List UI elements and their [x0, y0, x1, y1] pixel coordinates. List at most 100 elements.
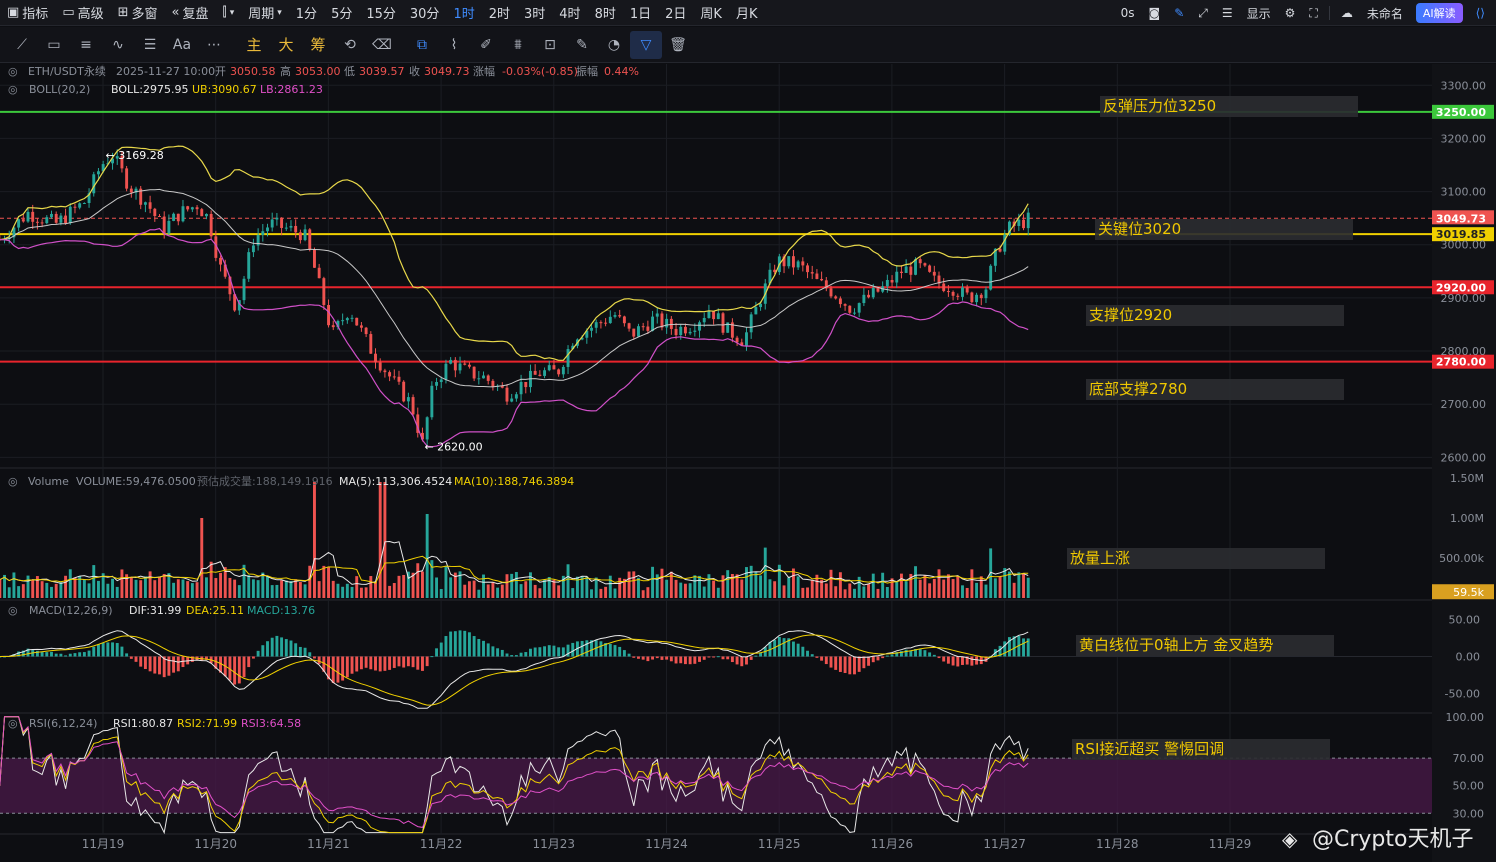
main-button[interactable]: 主: [246, 36, 262, 54]
candle-icon: ⫿: [222, 5, 227, 20]
interval-30m[interactable]: 30分: [409, 7, 440, 22]
settings-icon[interactable]: ⚙: [1284, 6, 1296, 20]
candle-body: [294, 225, 298, 233]
big-button[interactable]: 大: [278, 36, 294, 54]
volume-bar: [247, 575, 251, 598]
interval-1d[interactable]: 1日: [629, 7, 652, 22]
macd-histogram-bar: [679, 656, 683, 664]
visibility-icon[interactable]: ◎: [8, 83, 18, 96]
ai-analysis-button[interactable]: AI解读: [1415, 3, 1463, 23]
trash-icon[interactable]: 🗑: [669, 36, 687, 53]
layout-name-dropdown[interactable]: 未命名: [1366, 6, 1403, 21]
chart-canvas[interactable]: 3250.00 3019.85 2920.00 2780.00 3049.73 59.5…: [0, 63, 1496, 862]
chart-type-button[interactable]: ⫿ ▾: [216, 0, 242, 26]
volume-bar: [54, 583, 58, 598]
rectangle-icon[interactable]: ▭: [47, 36, 61, 53]
volume-bar: [575, 576, 579, 598]
candle-body: [153, 208, 157, 216]
text-tool[interactable]: Aa: [172, 36, 192, 53]
indicators-button[interactable]: ▣ 指标: [0, 0, 55, 26]
candle-body: [740, 342, 744, 346]
candle-body: [956, 295, 960, 297]
x-tick-label: 11月19: [82, 837, 125, 851]
candle-body: [561, 366, 565, 375]
candle-body: [505, 387, 509, 402]
macd-histogram-bar: [683, 656, 687, 665]
sync-icon[interactable]: ⟲: [344, 36, 356, 53]
wave-icon[interactable]: ∿: [112, 36, 124, 53]
interval-15m[interactable]: 15分: [366, 7, 396, 22]
datetime-label: 2025-11-27 10:00: [116, 65, 215, 78]
indicator-icon: ▣: [7, 5, 20, 20]
macd-histogram-bar: [665, 656, 669, 660]
macd-histogram-bar: [472, 636, 476, 657]
interval-2d[interactable]: 2日: [665, 7, 687, 22]
candle-body: [674, 328, 678, 336]
volume-last-tag: [1432, 584, 1494, 600]
macd-histogram-bar: [613, 645, 617, 657]
copy-icon[interactable]: ⧉: [417, 36, 427, 53]
expand-icon[interactable]: ⤢: [1198, 5, 1208, 20]
brush-icon[interactable]: ✐: [480, 36, 492, 53]
visibility-icon[interactable]: ◎: [8, 475, 18, 488]
candle-body: [139, 188, 143, 205]
x-tick-label: 11月26: [871, 837, 914, 851]
macd-histogram-bar: [143, 656, 147, 670]
eraser-icon[interactable]: ⌫: [372, 36, 392, 53]
candle-body: [50, 213, 53, 218]
edit-icon[interactable]: ✎: [576, 36, 588, 53]
interval-8h[interactable]: 8时: [594, 7, 616, 22]
volume-bar: [571, 588, 575, 598]
parallel-lines-icon[interactable]: ≡: [80, 36, 92, 53]
multi-window-button[interactable]: ⊞ 多窗: [111, 0, 165, 26]
interval-4h[interactable]: 4时: [559, 7, 581, 22]
visibility-icon[interactable]: ◎: [8, 717, 18, 730]
visibility-icon[interactable]: ◎: [8, 65, 18, 78]
advanced-button[interactable]: ▭ 高级: [55, 0, 110, 26]
fib-icon[interactable]: ☰: [143, 36, 157, 53]
magnet-icon[interactable]: ◔: [607, 36, 621, 53]
volume-bar: [853, 588, 856, 598]
menu-icon[interactable]: ☰: [1221, 6, 1233, 20]
interval-month[interactable]: 月K: [735, 7, 758, 22]
macd-histogram-bar: [1012, 636, 1016, 657]
interval-1h[interactable]: 1时: [453, 7, 475, 22]
period-dropdown[interactable]: 周期 ▾: [241, 0, 289, 26]
macd-histogram-bar: [345, 656, 349, 678]
ruler-icon[interactable]: ⌇: [450, 36, 458, 53]
volume-bar: [402, 574, 406, 598]
measure-icon[interactable]: ⩩: [514, 36, 522, 53]
trend-line-icon[interactable]: ⟋: [17, 36, 27, 53]
filter-icon[interactable]: ▽: [630, 30, 662, 59]
interval-1m[interactable]: 1分: [295, 7, 318, 22]
interval-5m[interactable]: 5分: [331, 7, 353, 22]
interval-3h[interactable]: 3时: [524, 7, 546, 22]
replay-button[interactable]: «复盘: [165, 0, 216, 26]
more-icon[interactable]: ⋯: [207, 36, 221, 53]
price-tick-label: 2600.00: [1441, 451, 1487, 464]
candle-body: [810, 272, 814, 274]
chip-button[interactable]: 筹: [310, 36, 326, 54]
lock-icon[interactable]: ⊡: [544, 36, 556, 53]
visibility-icon[interactable]: ◎: [8, 604, 18, 617]
macd-histogram-bar: [148, 656, 152, 672]
fullscreen-icon[interactable]: ⛶: [1309, 5, 1318, 20]
candle-body: [270, 219, 274, 228]
candle-body: [590, 327, 593, 331]
macd-histogram-bar: [646, 656, 650, 662]
candle-body: [669, 318, 673, 329]
macd-histogram-bar: [566, 644, 570, 657]
annotation-volume: 放量上涨: [1070, 549, 1130, 567]
interval-2h[interactable]: 2时: [488, 7, 510, 22]
volume-bar: [1022, 573, 1025, 598]
interval-week[interactable]: 周K: [700, 7, 722, 22]
chevron-down-icon: ▾: [229, 7, 235, 18]
camera-icon[interactable]: ◙: [1148, 6, 1161, 20]
macd-histogram-bar: [289, 640, 293, 657]
share-icon[interactable]: ⟨⟩: [1475, 6, 1485, 20]
volume-bar: [435, 577, 439, 598]
rsi-tick-label: 70.00: [1453, 752, 1485, 765]
display-button[interactable]: 显示: [1246, 6, 1271, 21]
pen-icon[interactable]: ✎: [1174, 6, 1185, 20]
macd-histogram-bar: [435, 648, 439, 657]
